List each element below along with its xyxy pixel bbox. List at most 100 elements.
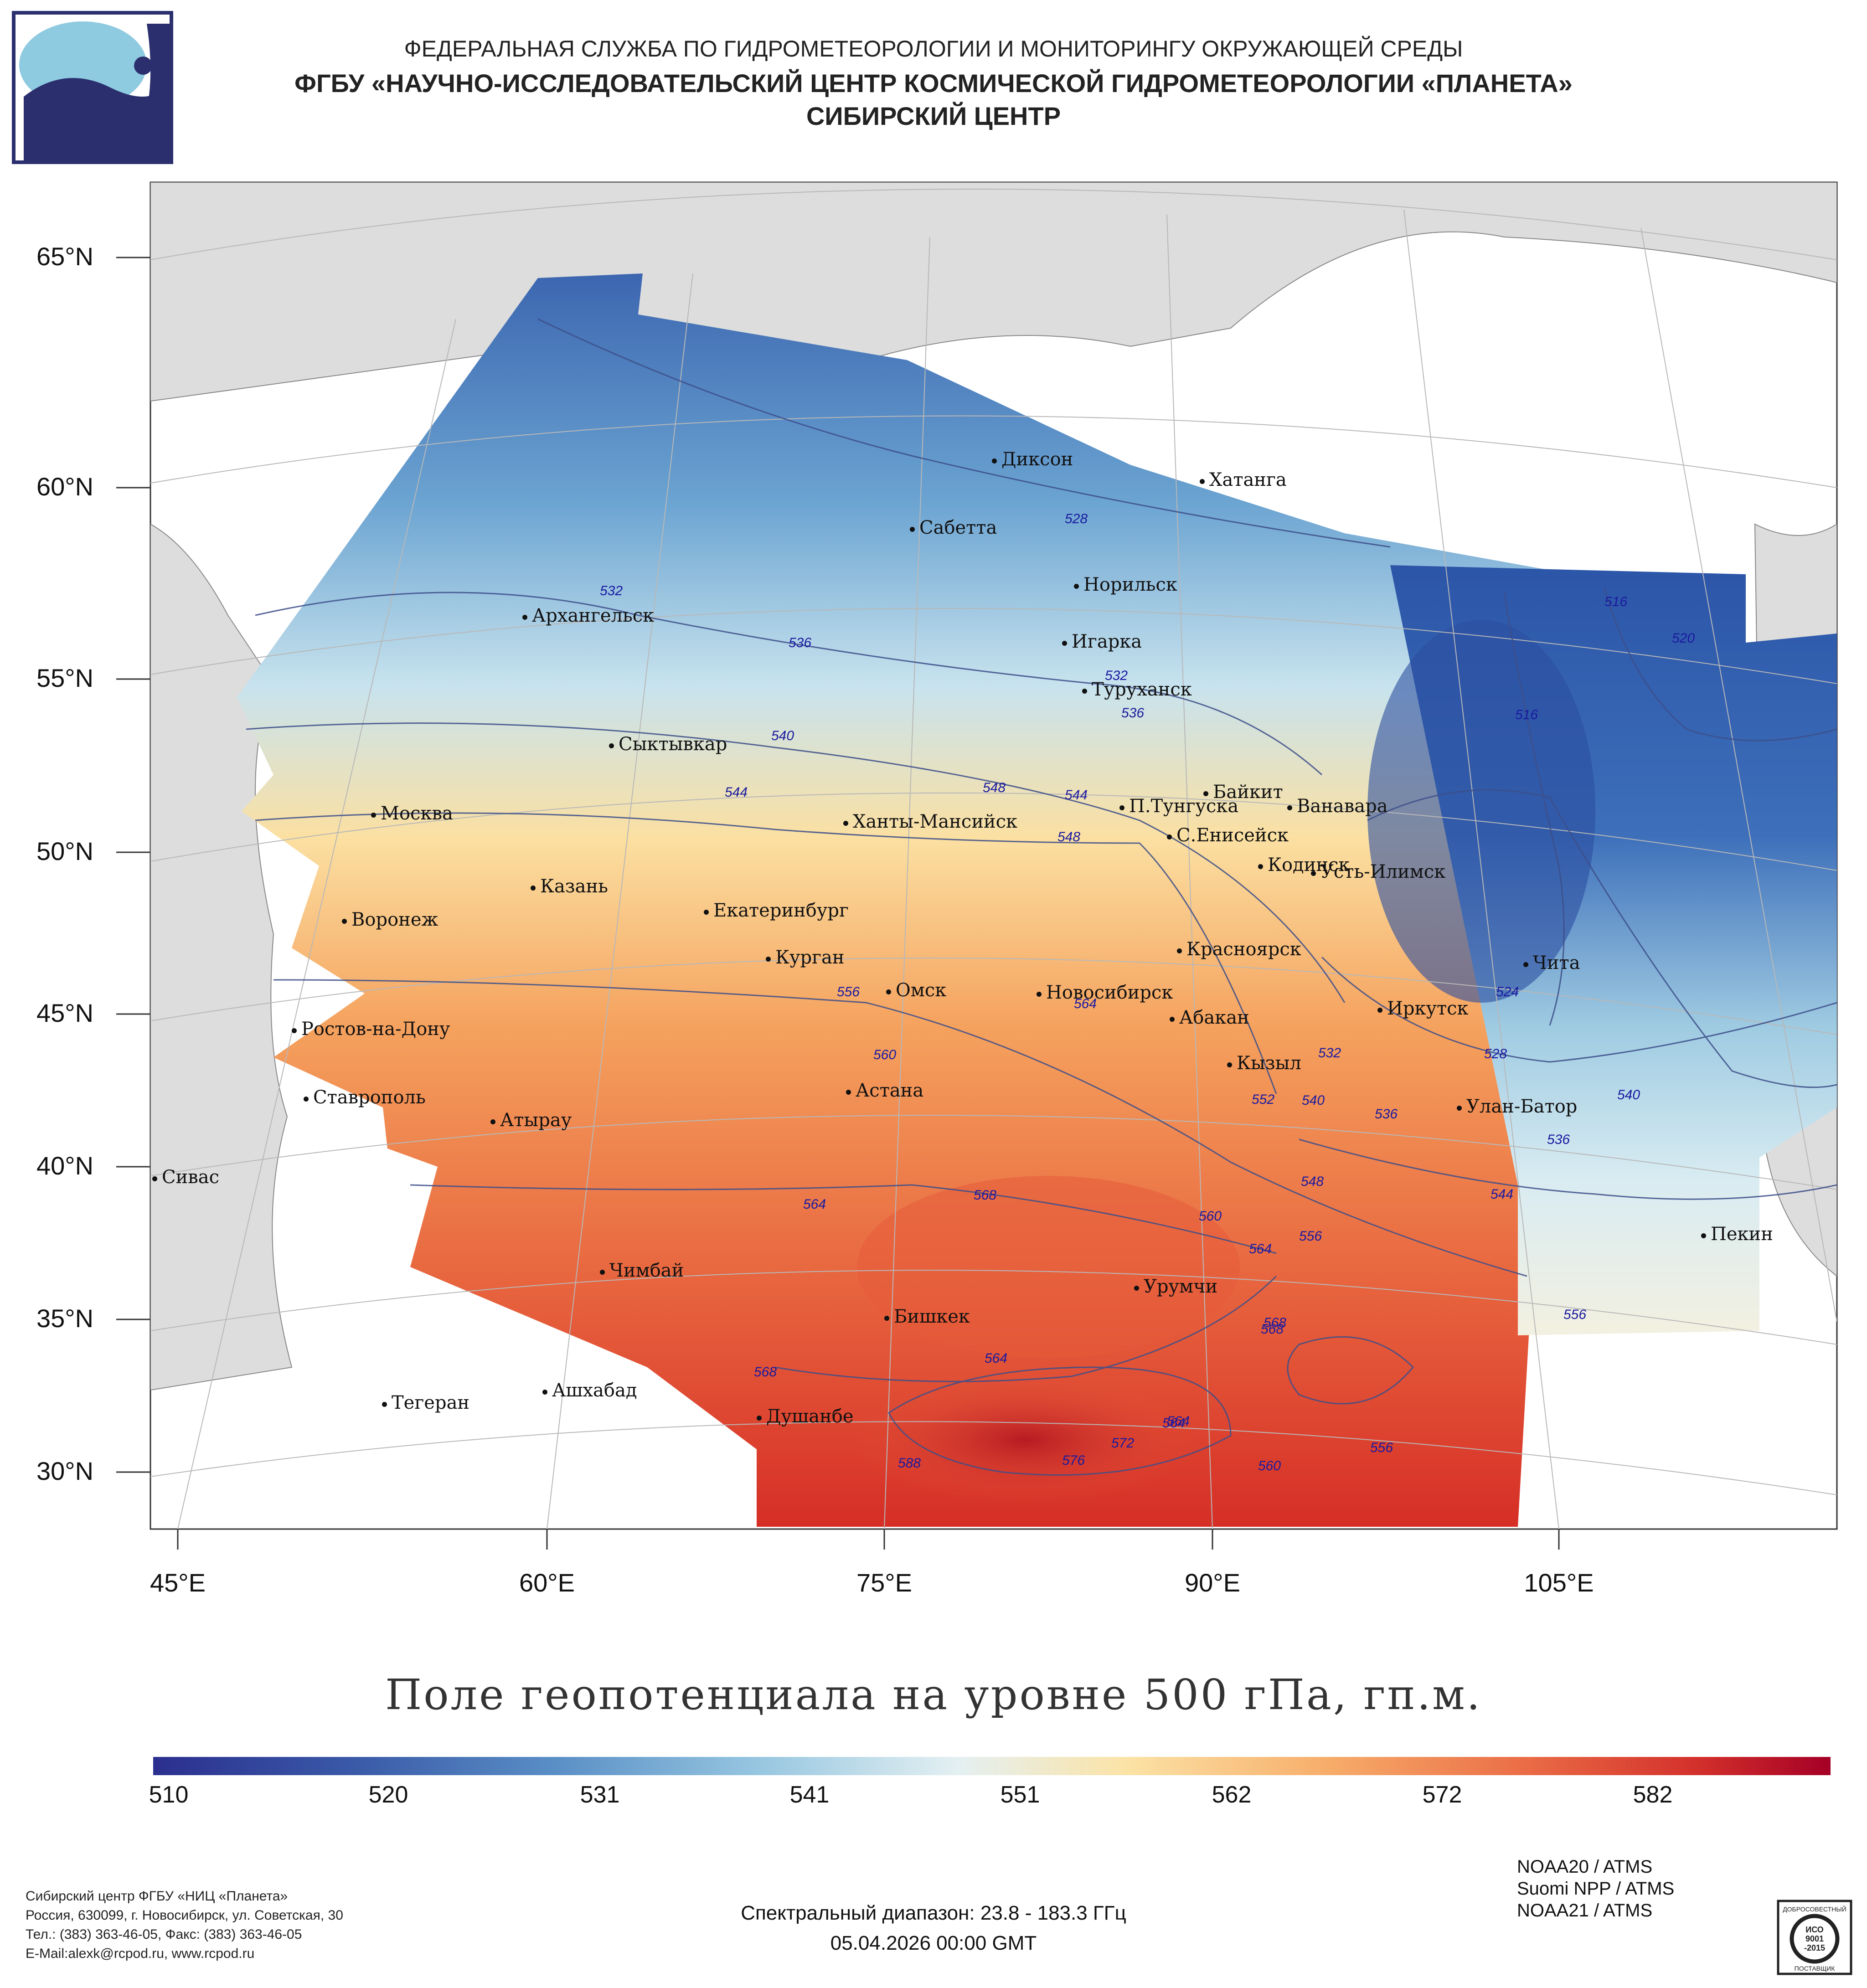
isoline-label: 556 (837, 984, 860, 999)
org-address: Россия, 630099, г. Новосибирск, ул. Сове… (26, 1908, 343, 1923)
scale-tick: 572 (1422, 1782, 1462, 1808)
city-label: Игарка (1062, 631, 1142, 652)
city-label: Новосибирск (1037, 982, 1173, 1003)
city-label: Ванавара (1287, 796, 1388, 817)
org-name: Сибирский центр ФГБУ «НИЦ «Планета» (26, 1889, 288, 1904)
scale-tick: 510 (149, 1782, 189, 1808)
scale-tick: 562 (1212, 1782, 1252, 1808)
isoline-layer (246, 318, 1837, 1476)
city-label: Атырау (490, 1110, 572, 1131)
isoline-label: 540 (771, 728, 794, 743)
city-label: Сабетта (910, 517, 997, 538)
city-label: Кызыл (1227, 1053, 1301, 1074)
city-label: Диксон (992, 449, 1073, 470)
isoline-label: 556 (1370, 1440, 1393, 1455)
isoline-label: 588 (898, 1456, 921, 1471)
lat-label-35: 35°N (36, 1304, 94, 1333)
city-label: Архангельск (522, 605, 654, 626)
isoline-label: 540 (1302, 1093, 1325, 1108)
city-label: Тегеран (382, 1392, 469, 1413)
isoline-label: 556 (1563, 1307, 1587, 1322)
city-label: Ашхабад (542, 1380, 637, 1401)
header-center: ФГБУ «НАУЧНО-ИССЛЕДОВАТЕЛЬСКИЙ ЦЕНТР КОС… (294, 69, 1573, 98)
isoline-label: 564 (1249, 1241, 1272, 1257)
isoline-label: 516 (1515, 707, 1538, 722)
lon-label-90: 90°E (1184, 1568, 1241, 1597)
isoline-label: 568 (1264, 1315, 1287, 1330)
isoline-label: 524 (1496, 984, 1519, 999)
lon-label-45: 45°E (150, 1568, 206, 1597)
isoline-label: 548 (1057, 829, 1081, 845)
satellite-list: NOAA20 / ATMS Suomi NPP / ATMS NOAA21 / … (1517, 1856, 1674, 1921)
badge-line2: 9001 (1805, 1934, 1824, 1943)
city-label: Хатанга (1200, 469, 1287, 490)
geopotential-map (116, 181, 1838, 1550)
axis-ticks (116, 257, 1560, 1550)
city-label: Душанбе (757, 1406, 854, 1427)
isoline-label: 532 (1318, 1046, 1341, 1061)
city-label: Улан-Батор (1457, 1096, 1577, 1117)
city-label: Екатеринбург (704, 900, 849, 921)
isoline-label: 560 (1258, 1458, 1281, 1473)
city-label: Пекин (1701, 1224, 1773, 1245)
field-west (237, 273, 1573, 1527)
lat-label-55: 55°N (36, 664, 94, 692)
isoline-label: 548 (983, 780, 1006, 795)
city-label: Казань (531, 876, 608, 897)
footer-org-info: Сибирский центр ФГБУ «НИЦ «Планета» Росс… (26, 1887, 343, 1963)
lat-label-60: 60°N (36, 472, 94, 501)
badge-top-text: ДОБРОСОВЕСТНЫЙ (1783, 1905, 1846, 1913)
lat-label-45: 45°N (36, 999, 94, 1027)
isoline-label: 536 (789, 635, 812, 650)
city-label: Красноярск (1177, 939, 1301, 960)
city-label: Сивас (152, 1167, 219, 1188)
isoline-label: 572 (1111, 1436, 1135, 1451)
header-branch: СИБИРСКИЙ ЦЕНТР (806, 102, 1061, 130)
spectral-range: Спектральный диапазон: 23.8 - 183.3 ГГц (741, 1902, 1126, 1924)
isoline-label: 532 (1105, 668, 1128, 683)
isoline-label: 560 (873, 1047, 897, 1062)
field-hot-core (852, 1376, 1199, 1504)
satellite-item: NOAA20 / ATMS (1517, 1857, 1653, 1877)
isoline-label: 552 (1252, 1092, 1275, 1107)
observation-datetime: 05.04.2026 00:00 GMT (830, 1932, 1037, 1954)
satellite-item: Suomi NPP / ATMS (1517, 1879, 1675, 1899)
scale-tick: 551 (1000, 1782, 1040, 1808)
satellite-item: NOAA21 / ATMS (1517, 1900, 1653, 1921)
org-phone: Тел.: (383) 363-46-05, Факс: (383) 363-4… (26, 1927, 302, 1942)
scale-tick: 520 (368, 1782, 408, 1808)
city-label: Ростов-на-Дону (292, 1019, 450, 1040)
isoline-label: 560 (1199, 1209, 1222, 1224)
city-label: Ставрополь (304, 1087, 426, 1108)
isoline-label: 544 (725, 785, 748, 800)
graticule (150, 189, 1837, 1529)
isoline-label: 540 (1617, 1087, 1640, 1102)
city-label: Омск (886, 980, 946, 1001)
isoline-label: 528 (1065, 511, 1088, 526)
badge-bottom-text: ПОСТАВЩИК (1795, 1965, 1836, 1972)
isoline-label: 536 (1121, 706, 1145, 721)
isoline-label: 532 (600, 583, 623, 598)
lon-label-75: 75°E (856, 1568, 913, 1597)
badge-line1: ИСО (1805, 1925, 1824, 1934)
isoline-label: 568 (754, 1365, 777, 1380)
isoline-label: 528 (1484, 1046, 1507, 1061)
city-label: Курган (766, 947, 845, 968)
org-email: E-Mail:alexk@rcpod.ru, www.rcpod.ru (26, 1946, 255, 1961)
isoline-label: 520 (1672, 631, 1695, 646)
lon-label-105: 105°E (1524, 1568, 1594, 1597)
isoline-label: 548 (1301, 1174, 1324, 1189)
footer-product-info: Спектральный диапазон: 23.8 - 183.3 ГГц … (0, 1898, 1867, 1958)
city-label: Ханты-Мансийск (843, 811, 1017, 832)
planeta-logo-icon (12, 11, 173, 164)
city-label: Абакан (1170, 1007, 1249, 1028)
city-label: Бишкек (884, 1306, 970, 1327)
city-label: Туруханск (1082, 679, 1192, 700)
field-cold-core (1367, 620, 1595, 1003)
scale-tick: 541 (789, 1782, 830, 1808)
lat-label-40: 40°N (36, 1151, 94, 1180)
isoline-label: 544 (1491, 1187, 1514, 1202)
city-label: Воронеж (342, 909, 438, 930)
city-label: Чита (1523, 953, 1580, 973)
scale-tick: 531 (580, 1782, 620, 1808)
